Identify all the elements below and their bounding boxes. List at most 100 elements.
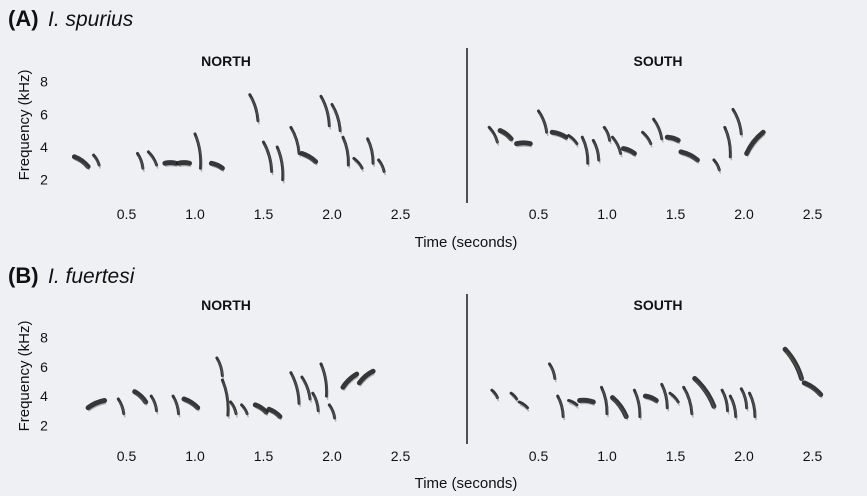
syllable-mark [517, 400, 529, 410]
syllable-shadow [730, 398, 738, 421]
syllable-mark [490, 388, 499, 400]
x-tick-label: 1.5 [254, 448, 274, 464]
y-tick-label: 6 [40, 359, 48, 375]
x-tick-label: 2.5 [391, 206, 411, 222]
syllable-mark [664, 134, 681, 143]
syllable-shadow [230, 404, 238, 418]
region-north: NORTH 0.5 1.0 1.5 2.0 2.5 [85, 297, 411, 464]
region-label: SOUTH [634, 297, 683, 313]
syllable-shadow [211, 165, 225, 172]
syllable-mark [801, 380, 824, 398]
syllable-mark [577, 397, 596, 405]
syllable-shadow [694, 380, 716, 411]
syllable-mark [248, 93, 260, 123]
syllable-mark [311, 391, 320, 413]
syllable-mark [641, 130, 653, 146]
syllable-shadow [549, 366, 557, 383]
syllable-mark [567, 399, 579, 407]
syllable-mark [744, 129, 766, 156]
syllable-shadow [714, 162, 722, 174]
syllable-mark [252, 402, 269, 415]
syllable-shadow [612, 139, 623, 158]
syllable-shadow [681, 154, 700, 164]
syllable-mark [319, 94, 331, 128]
x-tick-label: 2.0 [322, 448, 342, 464]
syllable-shadow [151, 398, 159, 415]
x-tick-label: 2.5 [803, 448, 823, 464]
syllable-shadow [184, 401, 200, 412]
y-tick-label: 4 [40, 139, 48, 155]
syllable-shadow [623, 150, 637, 158]
syllable-mark [319, 362, 329, 398]
syllable-shadow [516, 145, 533, 148]
syllable-mark [620, 146, 637, 156]
x-tick-label: 2.0 [734, 206, 754, 222]
syllable-mark [356, 368, 376, 386]
syllable-mark [289, 371, 301, 405]
syllable-shadow [367, 141, 375, 168]
syllable-mark [300, 375, 312, 401]
syllable-mark [509, 391, 519, 401]
syllable-mark [692, 376, 717, 409]
syllable-shadow [557, 398, 565, 421]
x-axis-title: Time (seconds) [415, 234, 518, 251]
syllable-mark [71, 154, 91, 170]
syllable-shadow [359, 373, 375, 387]
syllable-shadow [492, 392, 500, 402]
syllable-shadow [670, 395, 680, 406]
syllable-mark [610, 395, 629, 420]
syllable-mark [181, 396, 201, 411]
y-tick-label: 4 [40, 388, 48, 404]
syllable-shadow [500, 132, 513, 143]
x-tick-label: 2.0 [322, 206, 342, 222]
y-tick-label: 2 [40, 417, 48, 433]
syllable-mark [723, 125, 732, 159]
panel-b: (B) I. fuertesi Frequency (kHz) 2 4 6 8 Time (s… [8, 263, 824, 492]
syllable-mark [739, 387, 749, 410]
syllable-shadow [165, 164, 178, 168]
syllable-mark [85, 398, 108, 411]
panel-letter: (B) [8, 263, 39, 288]
x-axis-title: Time (seconds) [415, 475, 518, 492]
x-tick-label: 0.5 [117, 206, 137, 222]
syllable-mark [266, 406, 283, 420]
syllable-mark [116, 397, 126, 416]
syllable-mark [567, 134, 579, 146]
syllable-mark [591, 138, 601, 162]
syllable-mark [602, 125, 612, 142]
syllable-mark [327, 403, 337, 420]
syllable-shadow [785, 351, 804, 383]
syllable-mark [782, 346, 804, 381]
syllable-mark [748, 391, 757, 419]
syllable-mark [208, 160, 225, 171]
syllable-mark [136, 152, 145, 170]
syllable-shadow [277, 149, 285, 184]
region-label: NORTH [201, 53, 251, 69]
syllable-shadow [74, 159, 90, 171]
x-tick-label: 1.0 [185, 206, 205, 222]
syllable-mark [600, 385, 609, 416]
x-tick-label: 1.0 [597, 206, 617, 222]
syllable-mark [176, 160, 192, 166]
x-tick-label: 1.5 [666, 448, 686, 464]
syllable-mark [240, 403, 249, 416]
syllable-shadow [343, 376, 359, 392]
syllable-shadow [667, 139, 680, 145]
region-north: NORTH 0.5 1.0 1.5 2.0 2.5 [71, 53, 411, 222]
syllable-mark [642, 393, 659, 403]
syllable-mark [275, 145, 285, 182]
syllable-shadow [725, 129, 733, 161]
syllable-mark [514, 140, 533, 147]
syllable-shadow [118, 401, 126, 418]
syllable-mark [289, 125, 301, 155]
syllable-shadow [329, 407, 337, 422]
syllable-shadow [519, 404, 530, 412]
syllable-mark [668, 391, 680, 404]
x-tick-label: 2.5 [391, 448, 411, 464]
syllable-shadow [604, 129, 612, 145]
syllable-mark [352, 156, 364, 170]
syllable-shadow [538, 113, 549, 137]
syllable-mark [366, 137, 375, 165]
syllable-shadow [645, 398, 659, 405]
